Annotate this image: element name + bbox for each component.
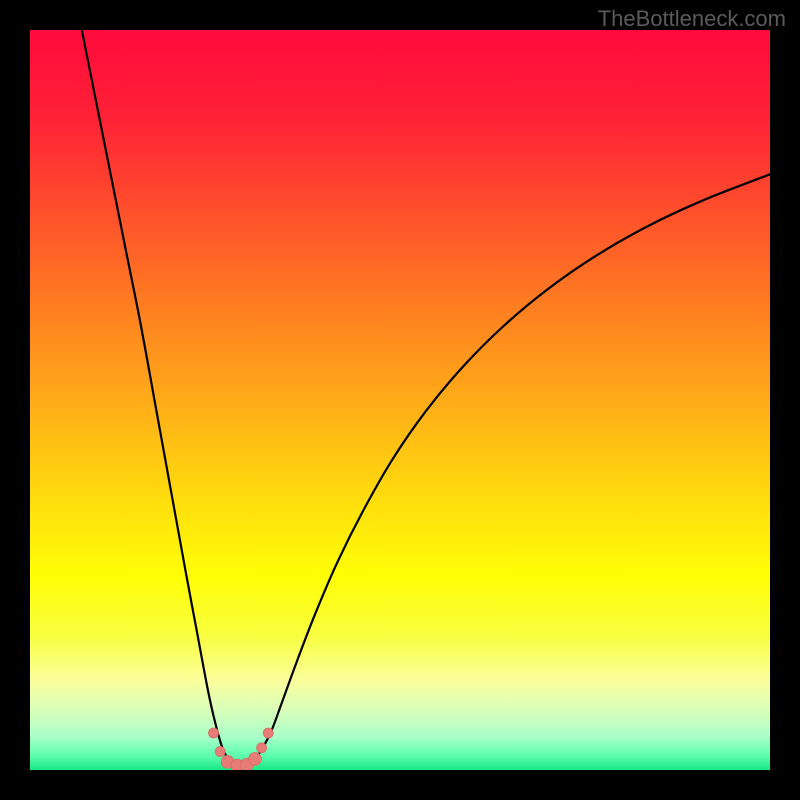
curve-marker: [263, 728, 273, 738]
curve-marker: [257, 743, 267, 753]
bottleneck-curve-chart: [30, 30, 770, 770]
curve-marker: [209, 728, 219, 738]
curve-marker: [249, 753, 262, 766]
gradient-background: [30, 30, 770, 770]
watermark-text: TheBottleneck.com: [598, 6, 786, 32]
curve-marker: [215, 747, 225, 757]
chart-stage: TheBottleneck.com: [0, 0, 800, 800]
